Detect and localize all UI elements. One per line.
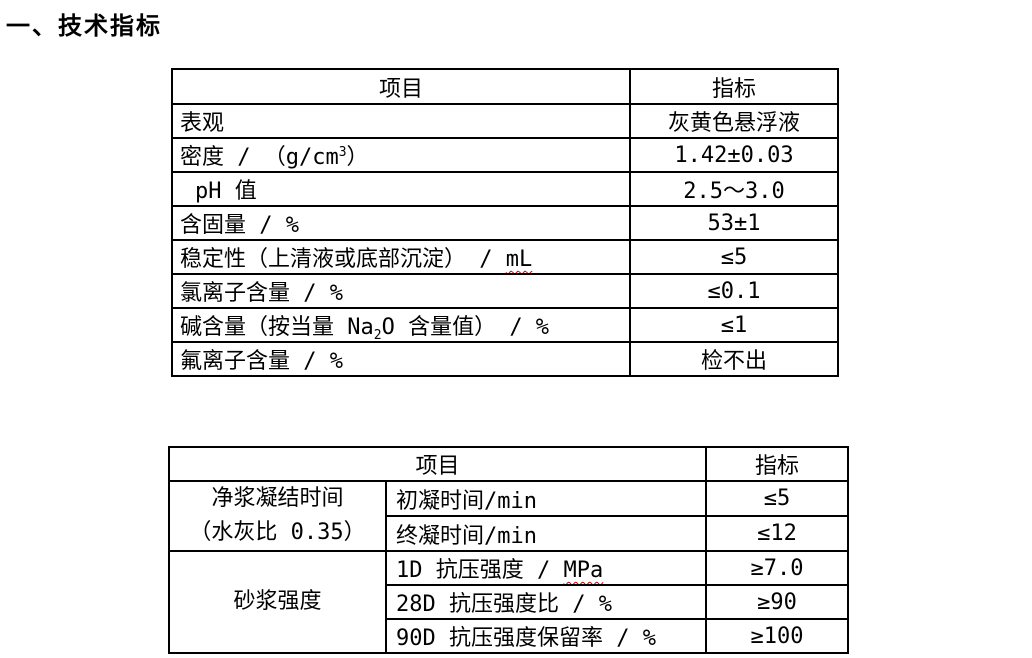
cell-90d-strength-label: 90D 抗压强度保留率 / %	[384, 618, 708, 654]
table1-header-row: 项目 指标	[171, 68, 839, 105]
table-row-stability: 稳定性（上清液或底部沉淀） / mL ≤5	[171, 239, 839, 275]
cell-final-setting-value: ≤12	[705, 515, 850, 552]
table2-header-spec: 指标	[705, 446, 850, 482]
density-superscript: 3	[338, 145, 347, 160]
cell-stability-value: ≤5	[629, 239, 839, 275]
1d-strength-unit-spellcheck: MPa	[563, 558, 604, 583]
section-title: 一、技术指标	[6, 13, 162, 40]
alkali-subscript: 2	[373, 328, 382, 342]
cell-initial-setting-label: 初凝时间/min	[384, 480, 708, 517]
cell-solid-content-label: 含固量 / %	[171, 205, 631, 241]
cell-chloride-value: ≤0.1	[629, 273, 839, 309]
cell-28d-strength-value: ≥90	[705, 584, 850, 620]
alkali-label-text: 碱含量（按当量 Na	[180, 315, 374, 340]
table-row-ph: pH 值 2.5～3.0	[171, 171, 839, 207]
1d-strength-label-text: 1D 抗压强度 /	[396, 558, 564, 583]
cell-appearance-value: 灰黄色悬浮液	[629, 103, 839, 139]
cell-paste-setting-time-group: 净浆凝结时间 （水灰比 0.35）	[168, 480, 387, 552]
cell-fluoride-value: 检不出	[629, 341, 839, 377]
stability-unit-spellcheck: mL	[505, 247, 533, 272]
table-row-final-setting: 终凝时间/min ≤12	[169, 515, 850, 552]
cell-appearance-label: 表观	[171, 103, 631, 139]
cell-90d-strength-value: ≥100	[705, 618, 850, 654]
cell-28d-strength-label: 28D 抗压强度比 / %	[384, 584, 708, 620]
table-row-fluoride: 氟离子含量 / % 检不出	[171, 341, 839, 377]
table-row-90d-strength-retention: 90D 抗压强度保留率 / % ≥100	[169, 618, 850, 654]
technical-specs-table-2: 项目 指标 净浆凝结时间 （水灰比 0.35） 初凝时间/min ≤5 终凝时间…	[167, 446, 850, 654]
table-row-alkali: 碱含量（按当量 Na2O 含量值） / % ≤1	[171, 307, 839, 343]
cell-final-setting-label: 终凝时间/min	[384, 515, 708, 552]
cell-solid-content-value: 53±1	[629, 205, 839, 241]
cell-alkali-label: 碱含量（按当量 Na2O 含量值） / %	[171, 307, 631, 343]
cell-ph-value: 2.5～3.0	[629, 171, 839, 207]
cell-fluoride-label: 氟离子含量 / %	[171, 341, 631, 377]
group-label-line1: 砂浆强度	[233, 589, 322, 614]
group-label-line1: 净浆凝结时间	[211, 486, 344, 511]
table-row-density: 密度 / （g/cm3） 1.42±0.03	[171, 137, 839, 173]
cell-density-value: 1.42±0.03	[629, 137, 839, 173]
cell-mortar-strength-group: 砂浆强度	[168, 550, 387, 654]
table-row-chloride: 氯离子含量 / % ≤0.1	[171, 273, 839, 309]
table1-header-spec: 指标	[629, 68, 839, 105]
group-label-line2: （水灰比 0.35）	[189, 520, 366, 545]
cell-initial-setting-value: ≤5	[705, 480, 850, 517]
cell-1d-strength-label: 1D 抗压强度 / MPa	[384, 550, 708, 586]
cell-alkali-value: ≤1	[629, 307, 839, 343]
density-label-close: ）	[346, 145, 369, 170]
table2-header-item: 项目	[167, 446, 708, 482]
cell-1d-strength-value: ≥7.0	[705, 550, 850, 586]
table-row-1d-strength: 砂浆强度 1D 抗压强度 / MPa ≥7.0	[168, 550, 850, 654]
table1-header-item: 项目	[171, 68, 631, 105]
cell-density-label: 密度 / （g/cm3）	[171, 137, 631, 173]
table-row-initial-setting: 净浆凝结时间 （水灰比 0.35） 初凝时间/min ≤5	[168, 480, 850, 552]
density-label-text: 密度 / （g/cm	[180, 145, 339, 170]
table2-header-row: 项目 指标	[167, 446, 850, 482]
table-row-appearance: 表观 灰黄色悬浮液	[171, 103, 839, 139]
cell-chloride-label: 氯离子含量 / %	[171, 273, 631, 309]
technical-specs-table-1: 项目 指标 表观 灰黄色悬浮液 密度 / （g/cm3） 1.42±0.03 p…	[171, 68, 839, 377]
cell-ph-label: pH 值	[171, 171, 631, 207]
cell-stability-label: 稳定性（上清液或底部沉淀） / mL	[171, 239, 631, 275]
stability-label-text: 稳定性（上清液或底部沉淀） /	[180, 247, 506, 272]
table-row-28d-strength-ratio: 28D 抗压强度比 / % ≥90	[169, 584, 850, 620]
table-row-solid-content: 含固量 / % 53±1	[171, 205, 839, 241]
alkali-label-close: O 含量值） / %	[381, 315, 550, 340]
